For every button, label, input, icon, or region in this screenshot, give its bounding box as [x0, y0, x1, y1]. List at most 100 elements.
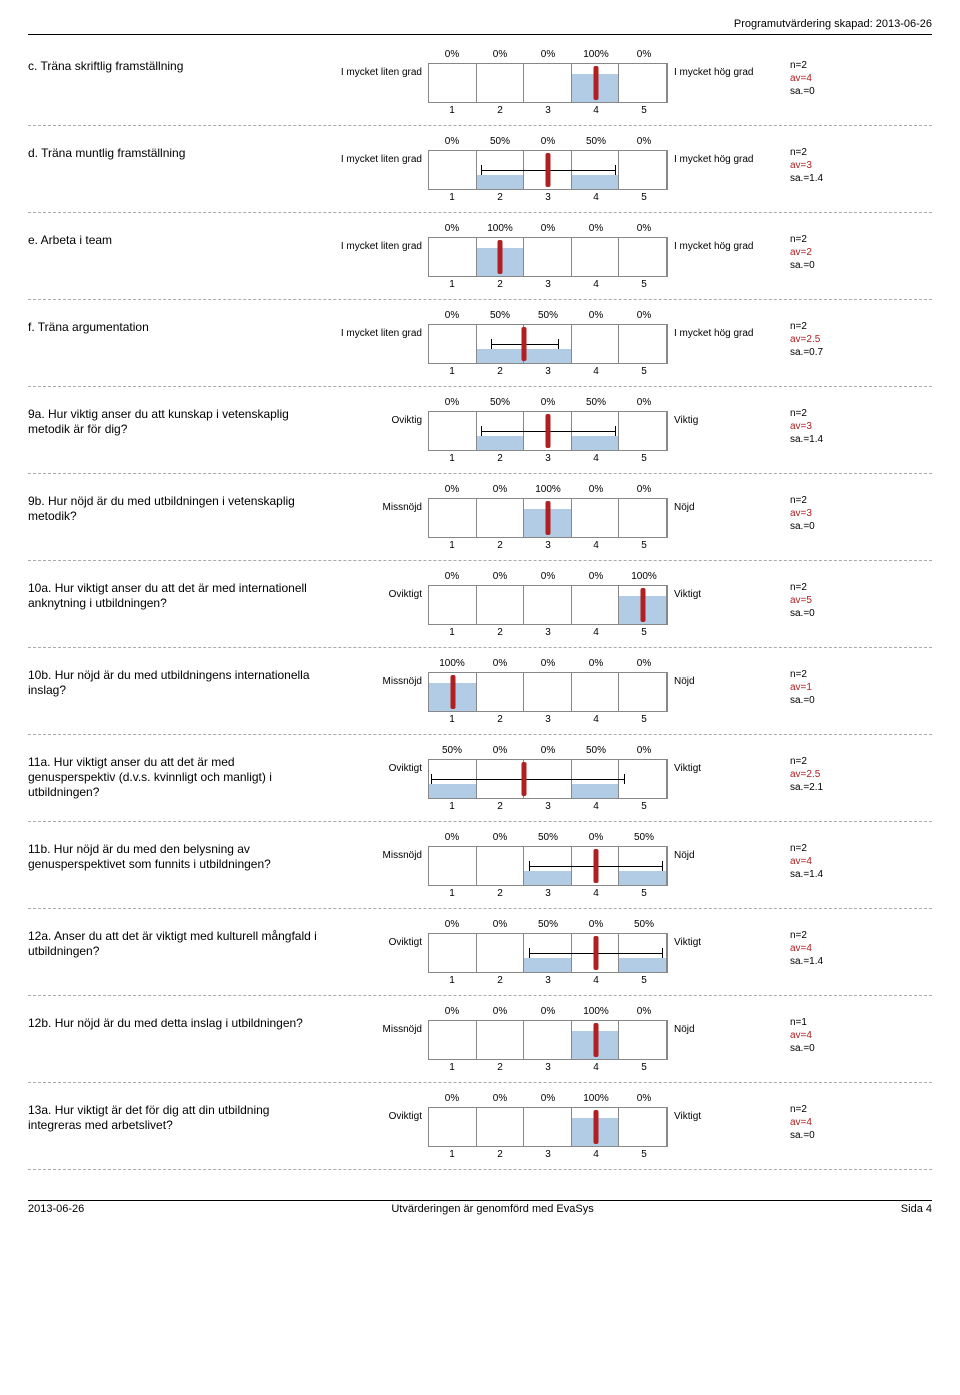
left-anchor-label: I mycket liten grad [318, 310, 428, 339]
question-row: f. Träna argumentationI mycket liten gra… [28, 304, 932, 382]
stat-av: av=3 [790, 420, 868, 433]
row-divider [28, 734, 932, 735]
stats-block: n=2av=2sa.=0 [778, 223, 868, 272]
footer-center: Utvärderingen är genomförd med EvaSys [391, 1203, 593, 1215]
percent-value: 0% [620, 1093, 668, 1107]
percent-value: 0% [620, 397, 668, 411]
question-label: d. Träna muntlig framställning [28, 136, 318, 161]
right-anchor-label: Viktigt [668, 571, 778, 600]
whisker-cap [481, 426, 482, 436]
whisker-cap [481, 165, 482, 175]
axis-label: 5 [620, 714, 668, 728]
whisker-cap [431, 774, 432, 784]
axis-label: 4 [572, 801, 620, 815]
axis-row: 12345 [428, 453, 668, 467]
chart-bar [524, 871, 571, 885]
percent-row: 0%0%0%100%0% [428, 1006, 668, 1020]
stat-sa: sa.=0 [790, 85, 868, 98]
stat-n: n=2 [790, 929, 868, 942]
axis-label: 2 [476, 540, 524, 554]
percent-value: 0% [572, 223, 620, 237]
chart-box [428, 498, 668, 538]
chart-cell [619, 1021, 667, 1059]
row-divider [28, 995, 932, 996]
percent-value: 0% [524, 136, 572, 150]
axis-label: 4 [572, 627, 620, 641]
percent-value: 50% [572, 745, 620, 759]
chart-box [428, 63, 668, 103]
left-anchor-label: Missnöjd [318, 658, 428, 687]
chart-cell [619, 238, 667, 276]
axis-row: 12345 [428, 540, 668, 554]
axis-row: 12345 [428, 366, 668, 380]
chart-cell [619, 151, 667, 189]
axis-label: 3 [524, 975, 572, 989]
likert-chart: 0%0%100%0%0% 12345 [428, 484, 668, 554]
chart-cell [619, 760, 667, 798]
row-divider [28, 299, 932, 300]
chart-cell [429, 64, 477, 102]
mean-marker [546, 501, 551, 535]
percent-value: 0% [476, 49, 524, 63]
axis-label: 3 [524, 1149, 572, 1163]
chart-bar [477, 436, 524, 450]
percent-value: 0% [428, 310, 476, 324]
axis-label: 1 [428, 453, 476, 467]
chart-box [428, 672, 668, 712]
stat-sa: sa.=1.4 [790, 172, 868, 185]
left-anchor-label: Oviktigt [318, 571, 428, 600]
mean-marker [498, 240, 503, 274]
percent-row: 100%0%0%0%0% [428, 658, 668, 672]
axis-label: 4 [572, 105, 620, 119]
chart-cell [429, 238, 477, 276]
percent-value: 0% [572, 658, 620, 672]
right-anchor-label: Nöjd [668, 484, 778, 513]
question-row: 9a. Hur viktig anser du att kunskap i ve… [28, 391, 932, 469]
mean-marker [450, 675, 455, 709]
stat-sa: sa.=0.7 [790, 346, 868, 359]
percent-value: 100% [572, 49, 620, 63]
right-anchor-label: Viktigt [668, 745, 778, 774]
stat-n: n=2 [790, 407, 868, 420]
axis-row: 12345 [428, 1149, 668, 1163]
axis-label: 3 [524, 453, 572, 467]
row-divider [28, 647, 932, 648]
axis-label: 3 [524, 801, 572, 815]
percent-value: 100% [476, 223, 524, 237]
question-label: 12b. Hur nöjd är du med detta inslag i u… [28, 1006, 318, 1031]
row-divider [28, 821, 932, 822]
percent-row: 0%0%50%0%50% [428, 919, 668, 933]
mean-marker [593, 936, 598, 970]
percent-value: 0% [620, 49, 668, 63]
percent-value: 0% [428, 571, 476, 585]
percent-value: 0% [476, 571, 524, 585]
chart-bar [524, 349, 571, 363]
axis-label: 1 [428, 105, 476, 119]
row-divider [28, 560, 932, 561]
row-divider [28, 1169, 932, 1170]
mean-marker [522, 327, 527, 361]
stats-block: n=1av=4sa.=0 [778, 1006, 868, 1055]
question-label: f. Träna argumentation [28, 310, 318, 335]
axis-label: 4 [572, 366, 620, 380]
axis-label: 1 [428, 801, 476, 815]
chart-box [428, 150, 668, 190]
stat-av: av=2.5 [790, 768, 868, 781]
percent-row: 0%0%100%0%0% [428, 484, 668, 498]
stats-block: n=2av=5sa.=0 [778, 571, 868, 620]
axis-label: 5 [620, 192, 668, 206]
stat-sa: sa.=1.4 [790, 868, 868, 881]
percent-value: 0% [572, 484, 620, 498]
percent-value: 0% [620, 484, 668, 498]
chart-box [428, 324, 668, 364]
mean-marker [593, 1110, 598, 1144]
chart-cell [477, 1021, 525, 1059]
question-list: c. Träna skriftlig framställningI mycket… [28, 43, 932, 1170]
chart-cell [524, 1108, 572, 1146]
chart-cell [429, 412, 477, 450]
axis-label: 2 [476, 627, 524, 641]
mean-marker [546, 414, 551, 448]
percent-value: 0% [428, 919, 476, 933]
chart-cell [619, 325, 667, 363]
row-divider [28, 1082, 932, 1083]
